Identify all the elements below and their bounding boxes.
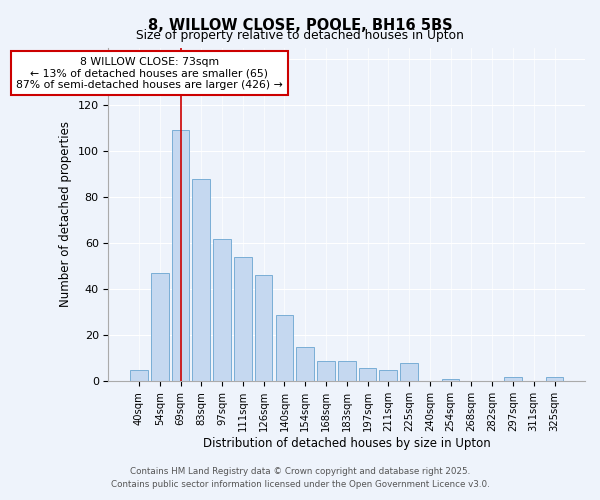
Text: 8, WILLOW CLOSE, POOLE, BH16 5BS: 8, WILLOW CLOSE, POOLE, BH16 5BS xyxy=(148,18,452,32)
Bar xyxy=(338,360,356,382)
Bar xyxy=(193,178,210,382)
Text: Contains HM Land Registry data © Crown copyright and database right 2025.
Contai: Contains HM Land Registry data © Crown c… xyxy=(110,467,490,489)
Bar xyxy=(545,376,563,382)
Bar xyxy=(172,130,190,382)
Bar xyxy=(442,379,460,382)
Bar xyxy=(151,273,169,382)
Y-axis label: Number of detached properties: Number of detached properties xyxy=(59,122,72,308)
Bar xyxy=(234,257,251,382)
X-axis label: Distribution of detached houses by size in Upton: Distribution of detached houses by size … xyxy=(203,437,491,450)
Text: Size of property relative to detached houses in Upton: Size of property relative to detached ho… xyxy=(136,29,464,42)
Bar xyxy=(275,314,293,382)
Bar xyxy=(213,238,231,382)
Bar xyxy=(400,363,418,382)
Text: 8 WILLOW CLOSE: 73sqm
← 13% of detached houses are smaller (65)
87% of semi-deta: 8 WILLOW CLOSE: 73sqm ← 13% of detached … xyxy=(16,56,283,90)
Bar xyxy=(255,276,272,382)
Bar xyxy=(317,360,335,382)
Bar xyxy=(504,376,522,382)
Bar xyxy=(130,370,148,382)
Bar xyxy=(296,347,314,382)
Bar xyxy=(359,368,376,382)
Bar xyxy=(379,370,397,382)
